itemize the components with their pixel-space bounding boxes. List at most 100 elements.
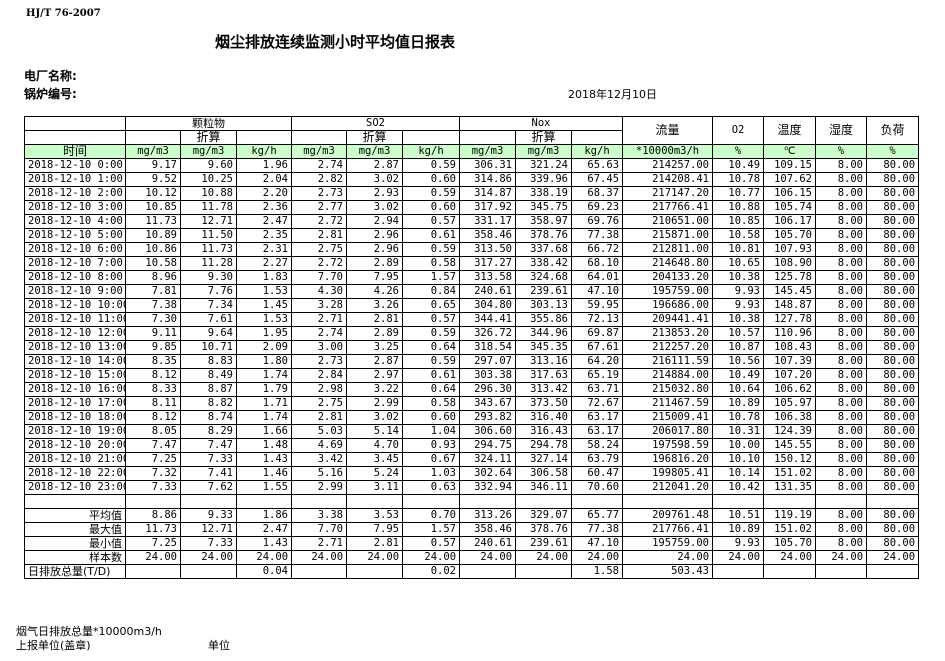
value-cell: 209441.41 — [622, 312, 714, 327]
value-cell: 9.93 — [712, 536, 765, 551]
value-cell: 0.61 — [402, 228, 461, 243]
value-cell: 107.20 — [763, 368, 817, 383]
value-cell: 0.60 — [402, 410, 461, 425]
value-cell: 8.00 — [815, 438, 868, 453]
value-cell: 106.62 — [763, 382, 817, 397]
value-cell — [346, 564, 404, 579]
row-label: 样本数 — [24, 550, 126, 565]
row-label: 2018-12-10 1:00 — [24, 172, 126, 187]
value-cell: 313.26 — [459, 508, 517, 523]
value-cell: 215032.80 — [622, 382, 714, 397]
table-row: 2018-12-10 19:00 8.05 8.29 1.66 5.03 5.14 1.04… — [24, 424, 920, 439]
unit-cell: ℃ — [763, 144, 817, 159]
value-cell: 345.75 — [515, 200, 573, 215]
value-cell: 2.47 — [235, 522, 293, 537]
col-temperature: 温度 — [763, 116, 817, 145]
value-cell: 3.02 — [346, 410, 404, 425]
value-cell: 24.00 — [125, 550, 181, 565]
value-cell: 2.97 — [346, 368, 404, 383]
value-cell: 8.00 — [815, 410, 868, 425]
value-cell: 8.12 — [125, 410, 181, 425]
value-cell: 10.89 — [125, 228, 181, 243]
value-cell: 10.88 — [712, 200, 765, 215]
row-label: 2018-12-10 14:00 — [24, 354, 126, 369]
value-cell: 1.03 — [402, 466, 461, 481]
col-flow: 流量 — [622, 116, 714, 145]
value-cell: 199805.41 — [622, 466, 714, 481]
value-cell: 0.59 — [402, 326, 461, 341]
value-cell: 209761.48 — [622, 508, 714, 523]
value-cell: 327.14 — [515, 452, 573, 467]
value-cell: 7.47 — [125, 438, 181, 453]
value-cell: 9.33 — [180, 508, 237, 523]
value-cell: 8.00 — [815, 298, 868, 313]
row-label: 2018-12-10 8:00 — [24, 270, 126, 285]
value-cell: 80.00 — [866, 438, 920, 453]
value-cell: 2.81 — [291, 228, 348, 243]
value-cell: 313.16 — [515, 354, 573, 369]
table-row: 2018-12-10 2:00 10.12 10.88 2.20 2.73 2.93 0.5… — [24, 186, 920, 201]
value-cell: 213853.20 — [622, 326, 714, 341]
value-cell: 214257.00 — [622, 158, 714, 173]
value-cell: 107.93 — [763, 242, 817, 257]
value-cell: 9.11 — [125, 326, 181, 341]
value-cell: 317.27 — [459, 256, 517, 271]
value-cell: 196816.20 — [622, 452, 714, 467]
table-row: 2018-12-10 3:00 10.85 11.78 2.36 2.77 3.02 0.6… — [24, 200, 920, 215]
value-cell: 1.43 — [235, 536, 293, 551]
value-cell: 11.73 — [125, 214, 181, 229]
table-row: 2018-12-10 1:00 9.52 10.25 2.04 2.82 3.02 0.60… — [24, 172, 920, 187]
value-cell: 80.00 — [866, 424, 920, 439]
value-cell: 24.00 — [346, 550, 404, 565]
row-label: 平均值 — [24, 508, 126, 523]
value-cell: 105.74 — [763, 200, 817, 215]
value-cell: 1.71 — [235, 396, 293, 411]
row-label: 2018-12-10 4:00 — [24, 214, 126, 229]
unit-cell: kg/h — [571, 144, 624, 159]
value-cell: 10.51 — [712, 508, 765, 523]
table-row: 2018-12-10 7:00 10.58 11.28 2.27 2.72 2.89 0.5… — [24, 256, 920, 271]
value-cell: 3.22 — [346, 382, 404, 397]
row-label: 2018-12-10 15:00 — [24, 368, 126, 383]
value-cell: 3.02 — [346, 172, 404, 187]
value-cell: 1.80 — [235, 354, 293, 369]
value-cell: 331.17 — [459, 214, 517, 229]
value-cell: 10.57 — [712, 326, 765, 341]
value-cell: 8.00 — [815, 228, 868, 243]
value-cell: 80.00 — [866, 396, 920, 411]
value-cell: 2.71 — [291, 312, 348, 327]
value-cell: 2.87 — [346, 158, 404, 173]
value-cell: 69.76 — [571, 214, 624, 229]
value-cell: 318.54 — [459, 340, 517, 355]
value-cell: 214884.00 — [622, 368, 714, 383]
value-cell: 7.25 — [125, 536, 181, 551]
value-cell: 378.76 — [515, 522, 573, 537]
standard-code: HJ/T 76-2007 — [26, 8, 101, 19]
value-cell: 80.00 — [866, 242, 920, 257]
value-cell: 80.00 — [866, 186, 920, 201]
value-cell: 8.86 — [125, 508, 181, 523]
value-cell: 321.24 — [515, 158, 573, 173]
group-particulate: 颗粒物 — [124, 116, 293, 131]
value-cell: 1.79 — [235, 382, 293, 397]
value-cell: 8.00 — [815, 508, 868, 523]
value-cell: 127.78 — [763, 312, 817, 327]
value-cell: 10.42 — [712, 480, 765, 495]
value-cell: 8.29 — [180, 424, 237, 439]
row-label: 最大值 — [24, 522, 126, 537]
value-cell — [515, 564, 573, 579]
value-cell: 3.25 — [346, 340, 404, 355]
value-cell: 106.17 — [763, 214, 817, 229]
value-cell: 2.75 — [291, 242, 348, 257]
value-cell: 8.00 — [815, 396, 868, 411]
value-cell: 0.60 — [402, 172, 461, 187]
value-cell: 7.25 — [125, 452, 181, 467]
col-o2: O2 — [712, 116, 765, 145]
value-cell: 0.58 — [402, 256, 461, 271]
table-row: 2018-12-10 21:00 7.25 7.33 1.43 3.42 3.45 0.67… — [24, 452, 920, 467]
value-cell: 326.72 — [459, 326, 517, 341]
row-label: 2018-12-10 13:00 — [24, 340, 126, 355]
value-cell: 0.64 — [402, 340, 461, 355]
value-cell: 11.28 — [180, 256, 237, 271]
value-cell: 80.00 — [866, 158, 920, 173]
